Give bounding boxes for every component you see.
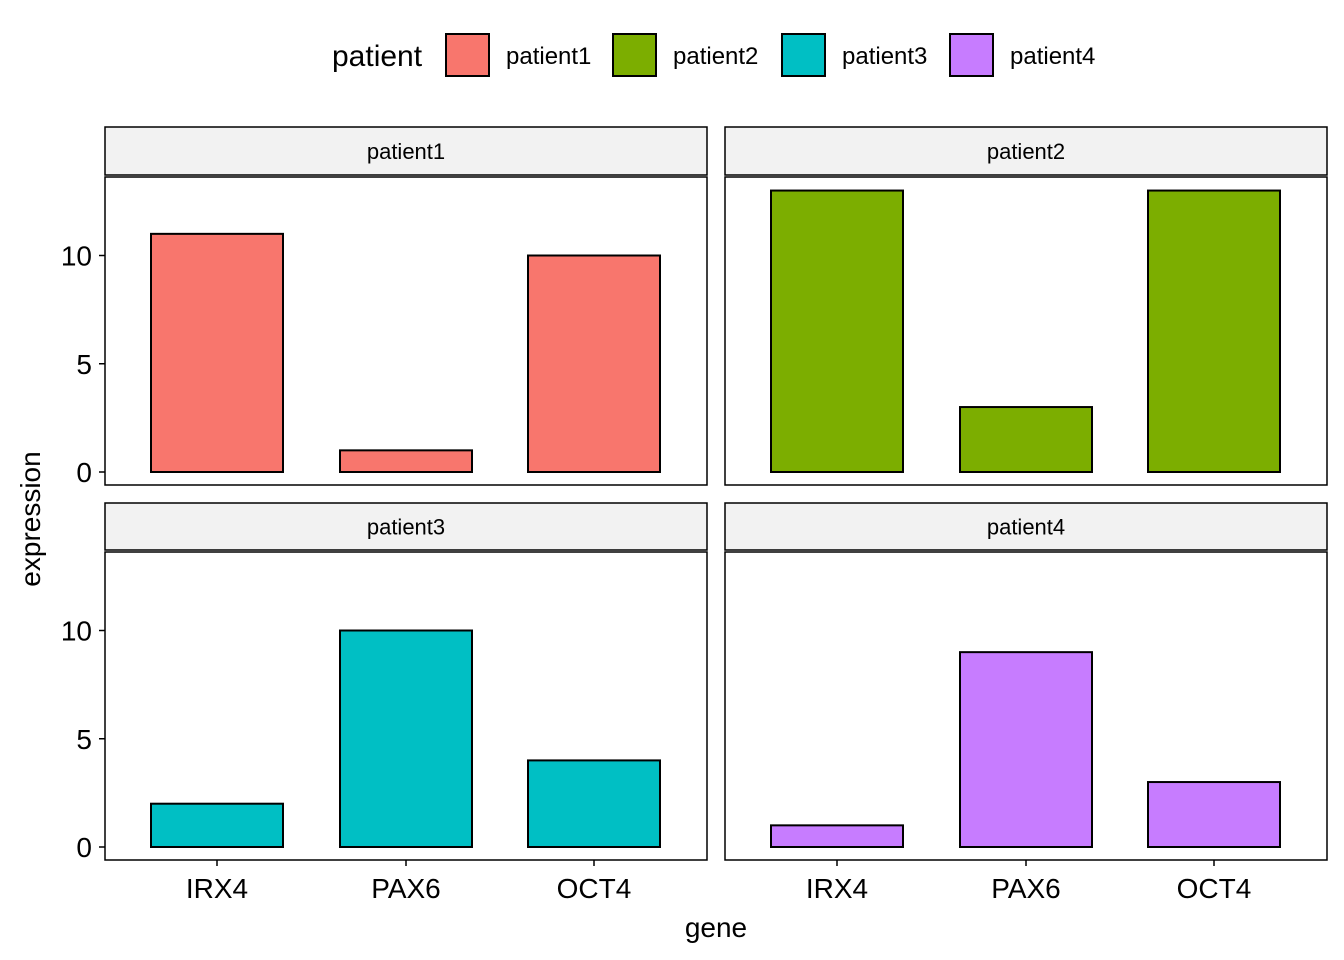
facet-panel: patient2 [724,126,1328,486]
bar-patient3-IRX4 [150,802,284,849]
y-tick-label: 0 [76,457,92,488]
bar-patient2-PAX6 [959,406,1093,473]
y-tick-label: 5 [76,724,92,755]
x-axis-title: gene [685,912,747,943]
legend-key-patient2 [612,33,657,77]
x-tick-label: PAX6 [991,873,1061,904]
bar-patient4-PAX6 [959,651,1093,849]
y-tick-label: 5 [76,349,92,380]
x-tick-label: OCT4 [557,873,632,904]
x-axes: IRX4 PAX6 OCT4 IRX4 PAX6 OCT4 [186,860,1251,904]
legend-label-patient2: patient2 [673,43,758,70]
bar-patient1-IRX4 [150,232,284,473]
facet-strip-label: patient4 [987,515,1065,540]
y-tick-label: 10 [61,241,92,272]
x-tick-label: IRX4 [186,873,248,904]
legend-key-patient1 [445,33,490,77]
facet-panel: patient4 [724,502,1328,861]
facet-panel: patient1 [104,126,708,486]
y-tick-label: 0 [76,832,92,863]
y-axis-title: expression [15,451,46,586]
bar-patient1-OCT4 [527,254,661,473]
facet-strip-label: patient2 [987,139,1065,164]
y-axes: 0 5 10 0 5 10 [61,241,105,863]
legend-label-patient3: patient3 [842,43,927,70]
x-tick-label: PAX6 [371,873,441,904]
bar-patient3-OCT4 [527,759,661,849]
bar-patient2-IRX4 [770,189,904,474]
legend-key-patient3 [781,33,826,77]
legend: patient patient1 patient2 patient3 patient4 [332,33,1095,77]
facet-strip-label: patient3 [367,515,445,540]
bar-patient1-PAX6 [339,449,473,474]
x-tick-label: OCT4 [1177,873,1252,904]
bar-patient3-PAX6 [339,629,473,848]
facet-strip [104,126,708,176]
facet-panels: patient1 patient2 patient3 patient4 [104,126,1328,861]
facet-strip [724,502,1328,551]
facet-strip [724,126,1328,176]
facet-strip-label: patient1 [367,139,445,164]
legend-label-patient4: patient4 [1010,43,1095,70]
bar-patient4-IRX4 [770,824,904,848]
legend-title: patient [332,40,423,73]
y-tick-label: 10 [61,616,92,647]
legend-key-patient4 [949,33,994,77]
bar-patient4-OCT4 [1147,781,1281,848]
legend-label-patient1: patient1 [506,43,591,70]
x-tick-label: IRX4 [806,873,868,904]
facet-panel: patient3 [104,502,708,861]
bar-patient2-OCT4 [1147,189,1281,474]
facet-strip [104,502,708,551]
